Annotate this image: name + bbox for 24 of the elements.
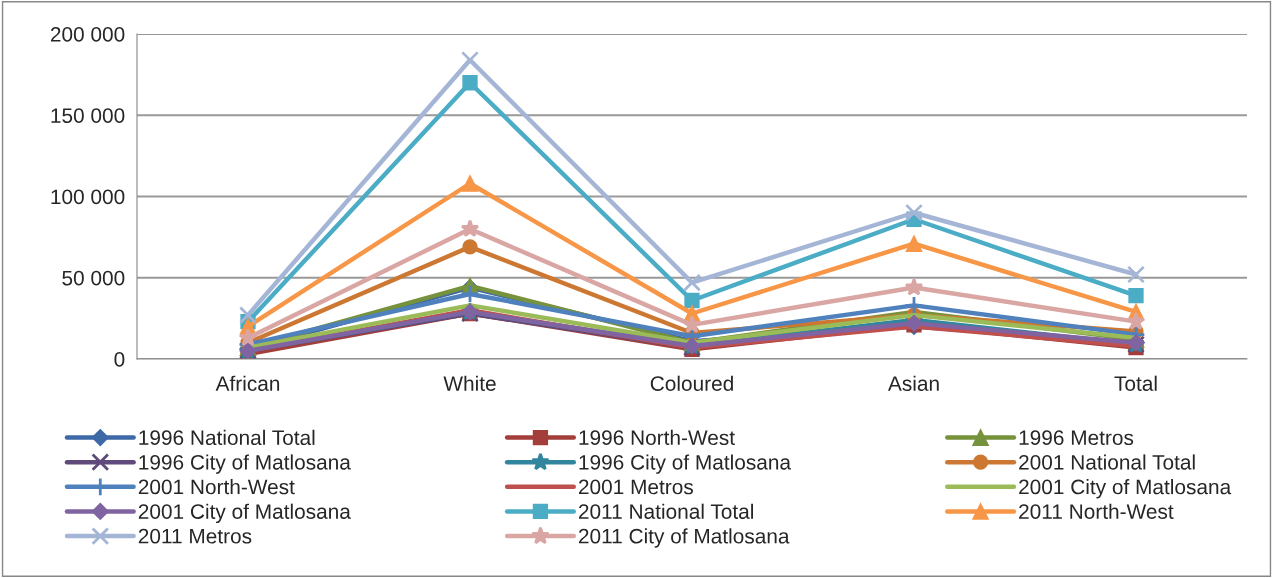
legend-label: 2001 National Total xyxy=(1019,454,1195,470)
y-tick-label: 0 xyxy=(114,352,125,367)
legend-label: 2001 City of Matlosana xyxy=(138,503,351,524)
x-tick-label: African xyxy=(215,375,280,391)
legend-label: 1996 National Total xyxy=(139,429,315,446)
x-tick-label: White xyxy=(443,375,496,391)
x-tick-label: Asian xyxy=(887,375,939,391)
y-tick-label: 50 000 xyxy=(62,270,125,286)
x-tick-label: Coloured xyxy=(650,375,733,391)
legend-label: 2011 City of Matlosana xyxy=(578,528,790,548)
legend-label: 2011 National Total xyxy=(578,503,753,519)
legend-label: 2011 North-West xyxy=(1019,503,1174,519)
legend-label: 2011 Metros xyxy=(138,528,252,544)
legend-label: 2001 North-West xyxy=(138,479,295,495)
x-tick-label: Total xyxy=(1114,375,1157,391)
legend-label: 1996 North-West xyxy=(579,429,735,446)
y-tick-label: 150 000 xyxy=(51,108,125,123)
legend-label: 1996 City of Matlosana xyxy=(139,454,351,474)
y-tick-label: 200 000 xyxy=(50,27,125,42)
legend-label: 2001 City of Matlosana xyxy=(1019,479,1232,499)
legend-label: 1996 City of Matlosana xyxy=(579,454,792,474)
legend-label: 1996 Metros xyxy=(1019,430,1134,446)
y-tick-label: 100 000 xyxy=(51,189,125,205)
legend-label: 2001 Metros xyxy=(578,479,693,495)
